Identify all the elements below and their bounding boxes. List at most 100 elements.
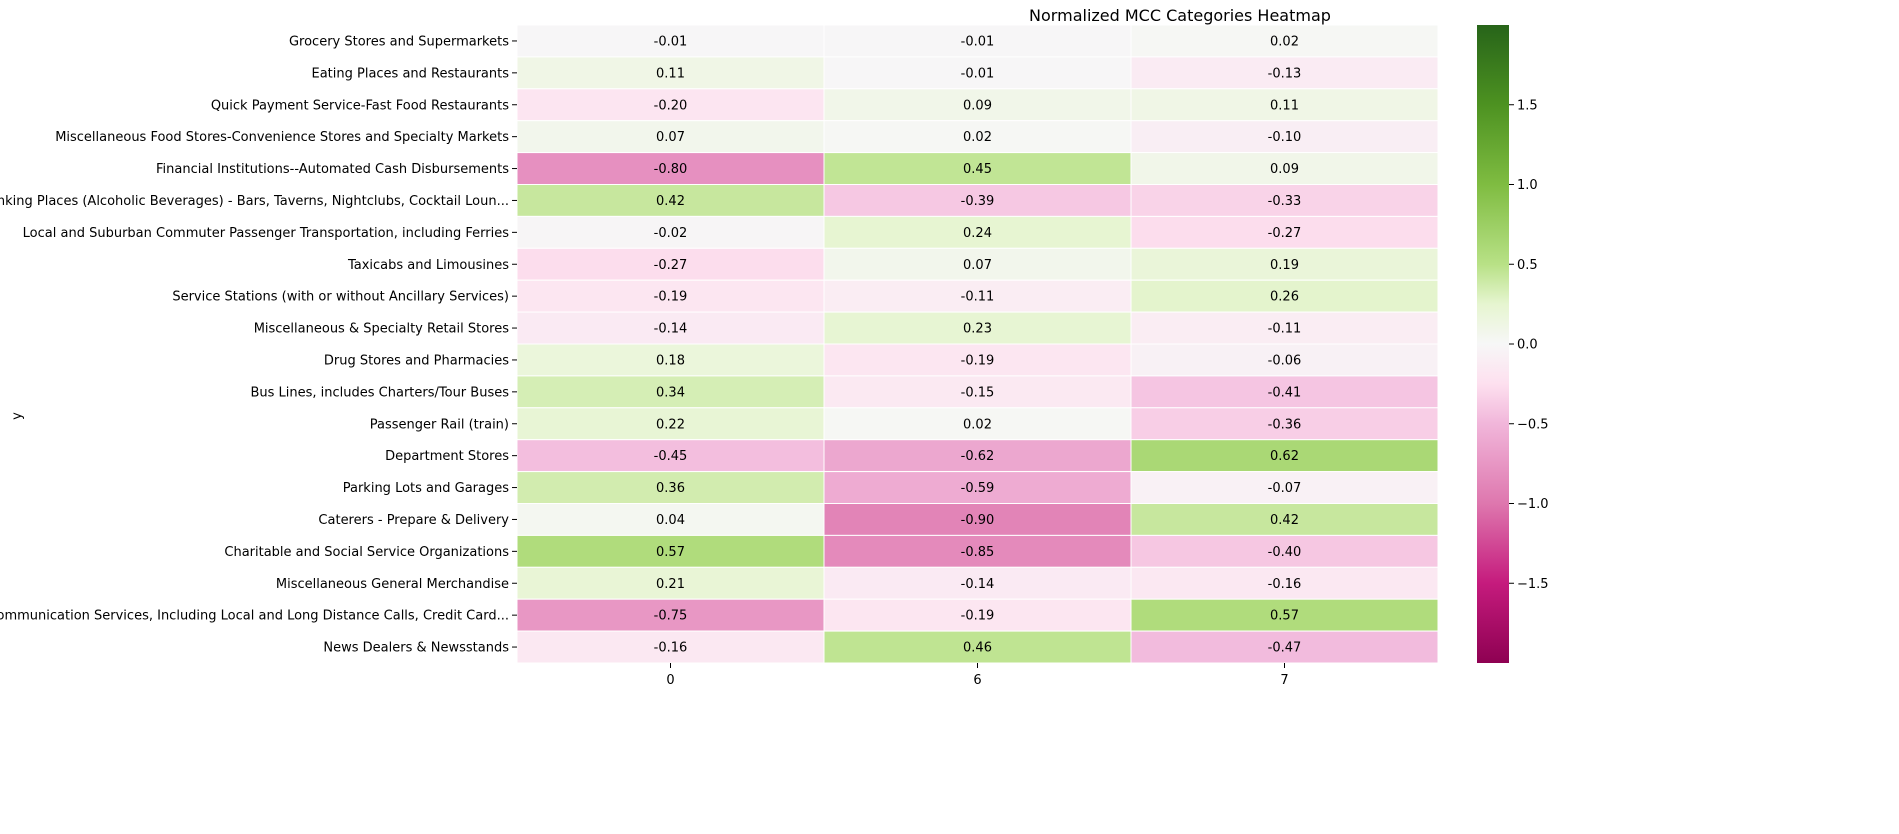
cell-value-label: 0.45 bbox=[963, 162, 992, 177]
cell-value-label: 0.09 bbox=[1270, 162, 1299, 177]
heatmap-cell bbox=[516, 215, 825, 249]
colorbar: 1.5 1.0 0.5 0.0 −0.5 −1.0 −1.5 bbox=[1477, 25, 1549, 663]
cell-value-label: 0.21 bbox=[656, 577, 685, 592]
heatmap-cell bbox=[1130, 215, 1439, 249]
cell-value-label: -0.90 bbox=[961, 513, 995, 528]
cell-value-label: -0.07 bbox=[1268, 481, 1302, 496]
cell-value-label: 0.42 bbox=[656, 194, 685, 209]
heatmap-cell bbox=[516, 534, 825, 568]
y-tick-label: Grocery Stores and Supermarkets bbox=[289, 34, 509, 49]
heatmap-cell bbox=[1130, 120, 1439, 154]
x-tick-label: 0 bbox=[666, 673, 674, 688]
y-tick-label: Service Stations (with or without Ancill… bbox=[172, 290, 509, 305]
cell-value-label: -0.16 bbox=[654, 641, 688, 656]
colorbar-tick-label: 0.5 bbox=[1517, 258, 1538, 273]
y-axis-label: y bbox=[10, 412, 25, 420]
heatmap-cell bbox=[823, 247, 1132, 281]
cell-value-label: -0.80 bbox=[654, 162, 688, 177]
heatmap-cell bbox=[516, 598, 825, 632]
cell-value-label: -0.20 bbox=[654, 98, 688, 113]
heatmap-cell bbox=[516, 120, 825, 154]
heatmap-cells: -0.01 -0.01 0.02 0.11 -0.01 -0.13 -0.20 0.09 0.1… bbox=[516, 24, 1439, 664]
heatmap-cell bbox=[516, 503, 825, 536]
y-tick-label: Miscellaneous Food Stores-Convenience St… bbox=[55, 130, 509, 145]
cell-value-label: -0.36 bbox=[1268, 417, 1302, 432]
cell-value-label: 0.23 bbox=[963, 322, 992, 337]
cell-value-label: -0.10 bbox=[1268, 130, 1302, 145]
cell-value-label: 0.19 bbox=[1270, 258, 1299, 273]
heatmap-cell bbox=[1130, 407, 1439, 441]
heatmap-cell bbox=[1130, 343, 1439, 377]
cell-value-label: 0.07 bbox=[963, 258, 992, 273]
cell-value-label: -0.75 bbox=[654, 609, 688, 624]
heatmap-cell bbox=[823, 311, 1132, 345]
cell-value-label: 0.34 bbox=[656, 385, 685, 400]
cell-value-label: 0.36 bbox=[656, 481, 685, 496]
heatmap-cell bbox=[1130, 184, 1439, 217]
cell-value-label: -0.16 bbox=[1268, 577, 1302, 592]
cell-value-label: -0.01 bbox=[961, 34, 995, 49]
heatmap-cell bbox=[1130, 471, 1439, 505]
cell-value-label: -0.45 bbox=[654, 449, 688, 464]
y-tick-label: Charitable and Social Service Organizati… bbox=[224, 545, 509, 560]
cell-value-label: -0.01 bbox=[654, 34, 688, 49]
cell-value-label: -0.19 bbox=[654, 290, 688, 305]
heatmap-cell bbox=[823, 566, 1132, 600]
x-tick-labels: 0 6 7 bbox=[666, 663, 1289, 688]
heatmap-cell bbox=[1130, 24, 1439, 58]
cell-value-label: -0.62 bbox=[961, 449, 995, 464]
y-tick-label: Drug Stores and Pharmacies bbox=[324, 353, 509, 368]
heatmap-cell bbox=[516, 343, 825, 377]
cell-value-label: 0.11 bbox=[1270, 98, 1299, 113]
heatmap-cell bbox=[516, 407, 825, 441]
heatmap-cell bbox=[516, 24, 825, 58]
heatmap-cell bbox=[1130, 279, 1439, 313]
cell-value-label: 0.22 bbox=[656, 417, 685, 432]
heatmap-cell bbox=[1130, 375, 1439, 409]
y-tick-label: Taxicabs and Limousines bbox=[347, 258, 509, 273]
chart-title: Normalized MCC Categories Heatmap bbox=[1029, 6, 1331, 25]
cell-value-label: 0.18 bbox=[656, 353, 685, 368]
y-tick-label: Financial Institutions--Automated Cash D… bbox=[156, 162, 509, 177]
colorbar-tick-label: −1.0 bbox=[1517, 497, 1549, 512]
y-tick-label: News Dealers & Newsstands bbox=[323, 641, 509, 656]
heatmap-cell bbox=[1130, 534, 1439, 568]
cell-value-label: 0.62 bbox=[1270, 449, 1299, 464]
colorbar-gradient bbox=[1477, 25, 1509, 663]
cell-value-label: 0.57 bbox=[656, 545, 685, 560]
heatmap-cell bbox=[1130, 311, 1439, 345]
cell-value-label: -0.11 bbox=[1268, 322, 1302, 337]
y-tick-label: Quick Payment Service-Fast Food Restaura… bbox=[211, 98, 509, 113]
cell-value-label: -0.13 bbox=[1268, 66, 1302, 81]
cell-value-label: -0.33 bbox=[1268, 194, 1302, 209]
cell-value-label: 0.07 bbox=[656, 130, 685, 145]
cell-value-label: 0.02 bbox=[963, 417, 992, 432]
heatmap-cell bbox=[823, 630, 1132, 664]
y-tick-label: Miscellaneous General Merchandise bbox=[276, 577, 509, 592]
y-tick-label: Passenger Rail (train) bbox=[370, 417, 509, 432]
cell-value-label: -0.01 bbox=[961, 66, 995, 81]
y-tick-label: Local and Suburban Commuter Passenger Tr… bbox=[23, 226, 510, 241]
cell-value-label: 0.57 bbox=[1270, 609, 1299, 624]
cell-value-label: -0.19 bbox=[961, 353, 995, 368]
cell-value-label: 0.11 bbox=[656, 66, 685, 81]
y-tick-label: Department Stores bbox=[385, 449, 509, 464]
cell-value-label: 0.02 bbox=[963, 130, 992, 145]
y-tick-label: Drinking Places (Alcoholic Beverages) - … bbox=[0, 194, 509, 209]
cell-value-label: -0.14 bbox=[961, 577, 995, 592]
y-tick-label: Miscellaneous & Specialty Retail Stores bbox=[254, 322, 510, 337]
cell-value-label: 0.04 bbox=[656, 513, 685, 528]
cell-value-label: -0.02 bbox=[654, 226, 688, 241]
heatmap-cell bbox=[823, 598, 1132, 632]
heatmap-cell bbox=[516, 247, 825, 281]
x-tick-label: 6 bbox=[973, 673, 981, 688]
cell-value-label: -0.27 bbox=[654, 258, 688, 273]
y-tick-label: Caterers - Prepare & Delivery bbox=[318, 513, 509, 528]
y-tick-label: Bus Lines, includes Charters/Tour Buses bbox=[250, 385, 509, 400]
cell-value-label: -0.27 bbox=[1268, 226, 1302, 241]
heatmap-cell bbox=[516, 279, 825, 313]
colorbar-tick-label: −0.5 bbox=[1517, 417, 1549, 432]
cell-value-label: -0.06 bbox=[1268, 353, 1302, 368]
heatmap-cell bbox=[516, 439, 825, 473]
